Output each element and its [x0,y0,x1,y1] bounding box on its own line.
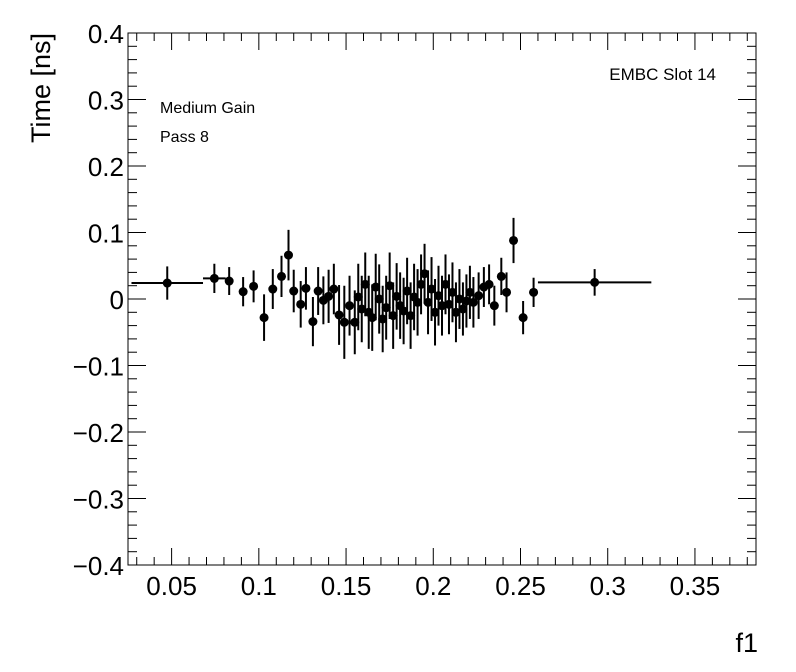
gain-annotation: Medium Gain [160,100,255,117]
data-point [406,311,416,321]
x-tick-label: 0.05 [146,571,197,601]
data-point [496,271,506,281]
data-point [249,281,259,291]
x-tick-label: 0.15 [321,571,372,601]
y-tick-label: 0.2 [88,152,124,182]
data-point [430,307,440,317]
data-point [399,306,409,316]
data-point [238,287,248,297]
y-tick-label: −0.4 [73,551,124,581]
data-point [444,299,454,309]
data-point [353,292,363,302]
x-tick-label: 0.2 [415,571,451,601]
data-point [301,283,311,293]
data-point [461,296,471,306]
x-tick-label: 0.1 [241,571,277,601]
data-point [162,278,172,288]
data-point [509,235,519,245]
data-point [454,294,464,304]
slot-annotation: EMBC Slot 14 [609,65,716,84]
x-tick-label: 0.25 [495,571,546,601]
data-point [324,291,334,301]
data-point [474,291,484,301]
data-point [437,301,447,311]
data-point [529,287,539,297]
axis-ticks [128,32,756,566]
y-tick-labels: −0.4 −0.3 −0.2 −0.1 0 0.1 0.2 0.3 0.4 [73,19,124,581]
y-tick-label: 0.4 [88,19,124,49]
data-point [423,297,433,307]
data-point [388,311,398,321]
data-point [381,303,391,313]
data-point [360,279,370,289]
y-axis-label: Time [ns] [26,33,56,143]
data-point [339,317,349,327]
data-point [296,299,306,309]
y-tick-label: −0.3 [73,485,124,515]
data-point [420,269,430,279]
data-point [357,304,367,314]
data-point [502,287,512,297]
data-point [416,279,426,289]
data-point [334,310,344,320]
x-tick-label: 0.35 [670,571,721,601]
data-point [313,286,323,296]
data-point [489,301,499,311]
y-tick-label: −0.2 [73,418,124,448]
data-point [308,317,318,327]
data-point [392,291,402,301]
data-markers [162,235,600,327]
data-point [413,297,423,307]
data-point [277,271,287,281]
data-point [371,282,381,292]
data-point [590,277,600,287]
data-point [329,284,339,294]
x-tick-label: 0.3 [590,571,626,601]
data-point [374,294,384,304]
data-point [518,313,528,323]
data-point [465,287,475,297]
data-point [427,284,437,294]
data-point [367,313,377,323]
data-point [283,250,293,260]
data-point [209,273,219,283]
x-tick-labels: 0.05 0.1 0.15 0.2 0.25 0.3 0.35 [146,571,720,601]
y-tick-label: −0.1 [73,352,124,382]
y-tick-label: 0.3 [88,86,124,116]
data-point [484,279,494,289]
data-point [451,307,461,317]
pass-annotation: Pass 8 [160,129,209,146]
data-point [440,279,450,289]
data-point [268,284,278,294]
data-point [402,286,412,296]
data-point [468,297,478,307]
data-point [224,276,234,286]
x-axis-label: f1 [735,628,758,658]
data-point [458,304,468,314]
data-point [434,291,444,301]
y-tick-label: 0.1 [88,219,124,249]
data-point [345,301,355,311]
y-tick-label: 0 [110,285,124,315]
data-point [447,287,457,297]
data-point [378,314,388,324]
data-point [350,317,360,327]
data-point [259,313,269,323]
data-point [385,281,395,291]
data-point [289,286,299,296]
